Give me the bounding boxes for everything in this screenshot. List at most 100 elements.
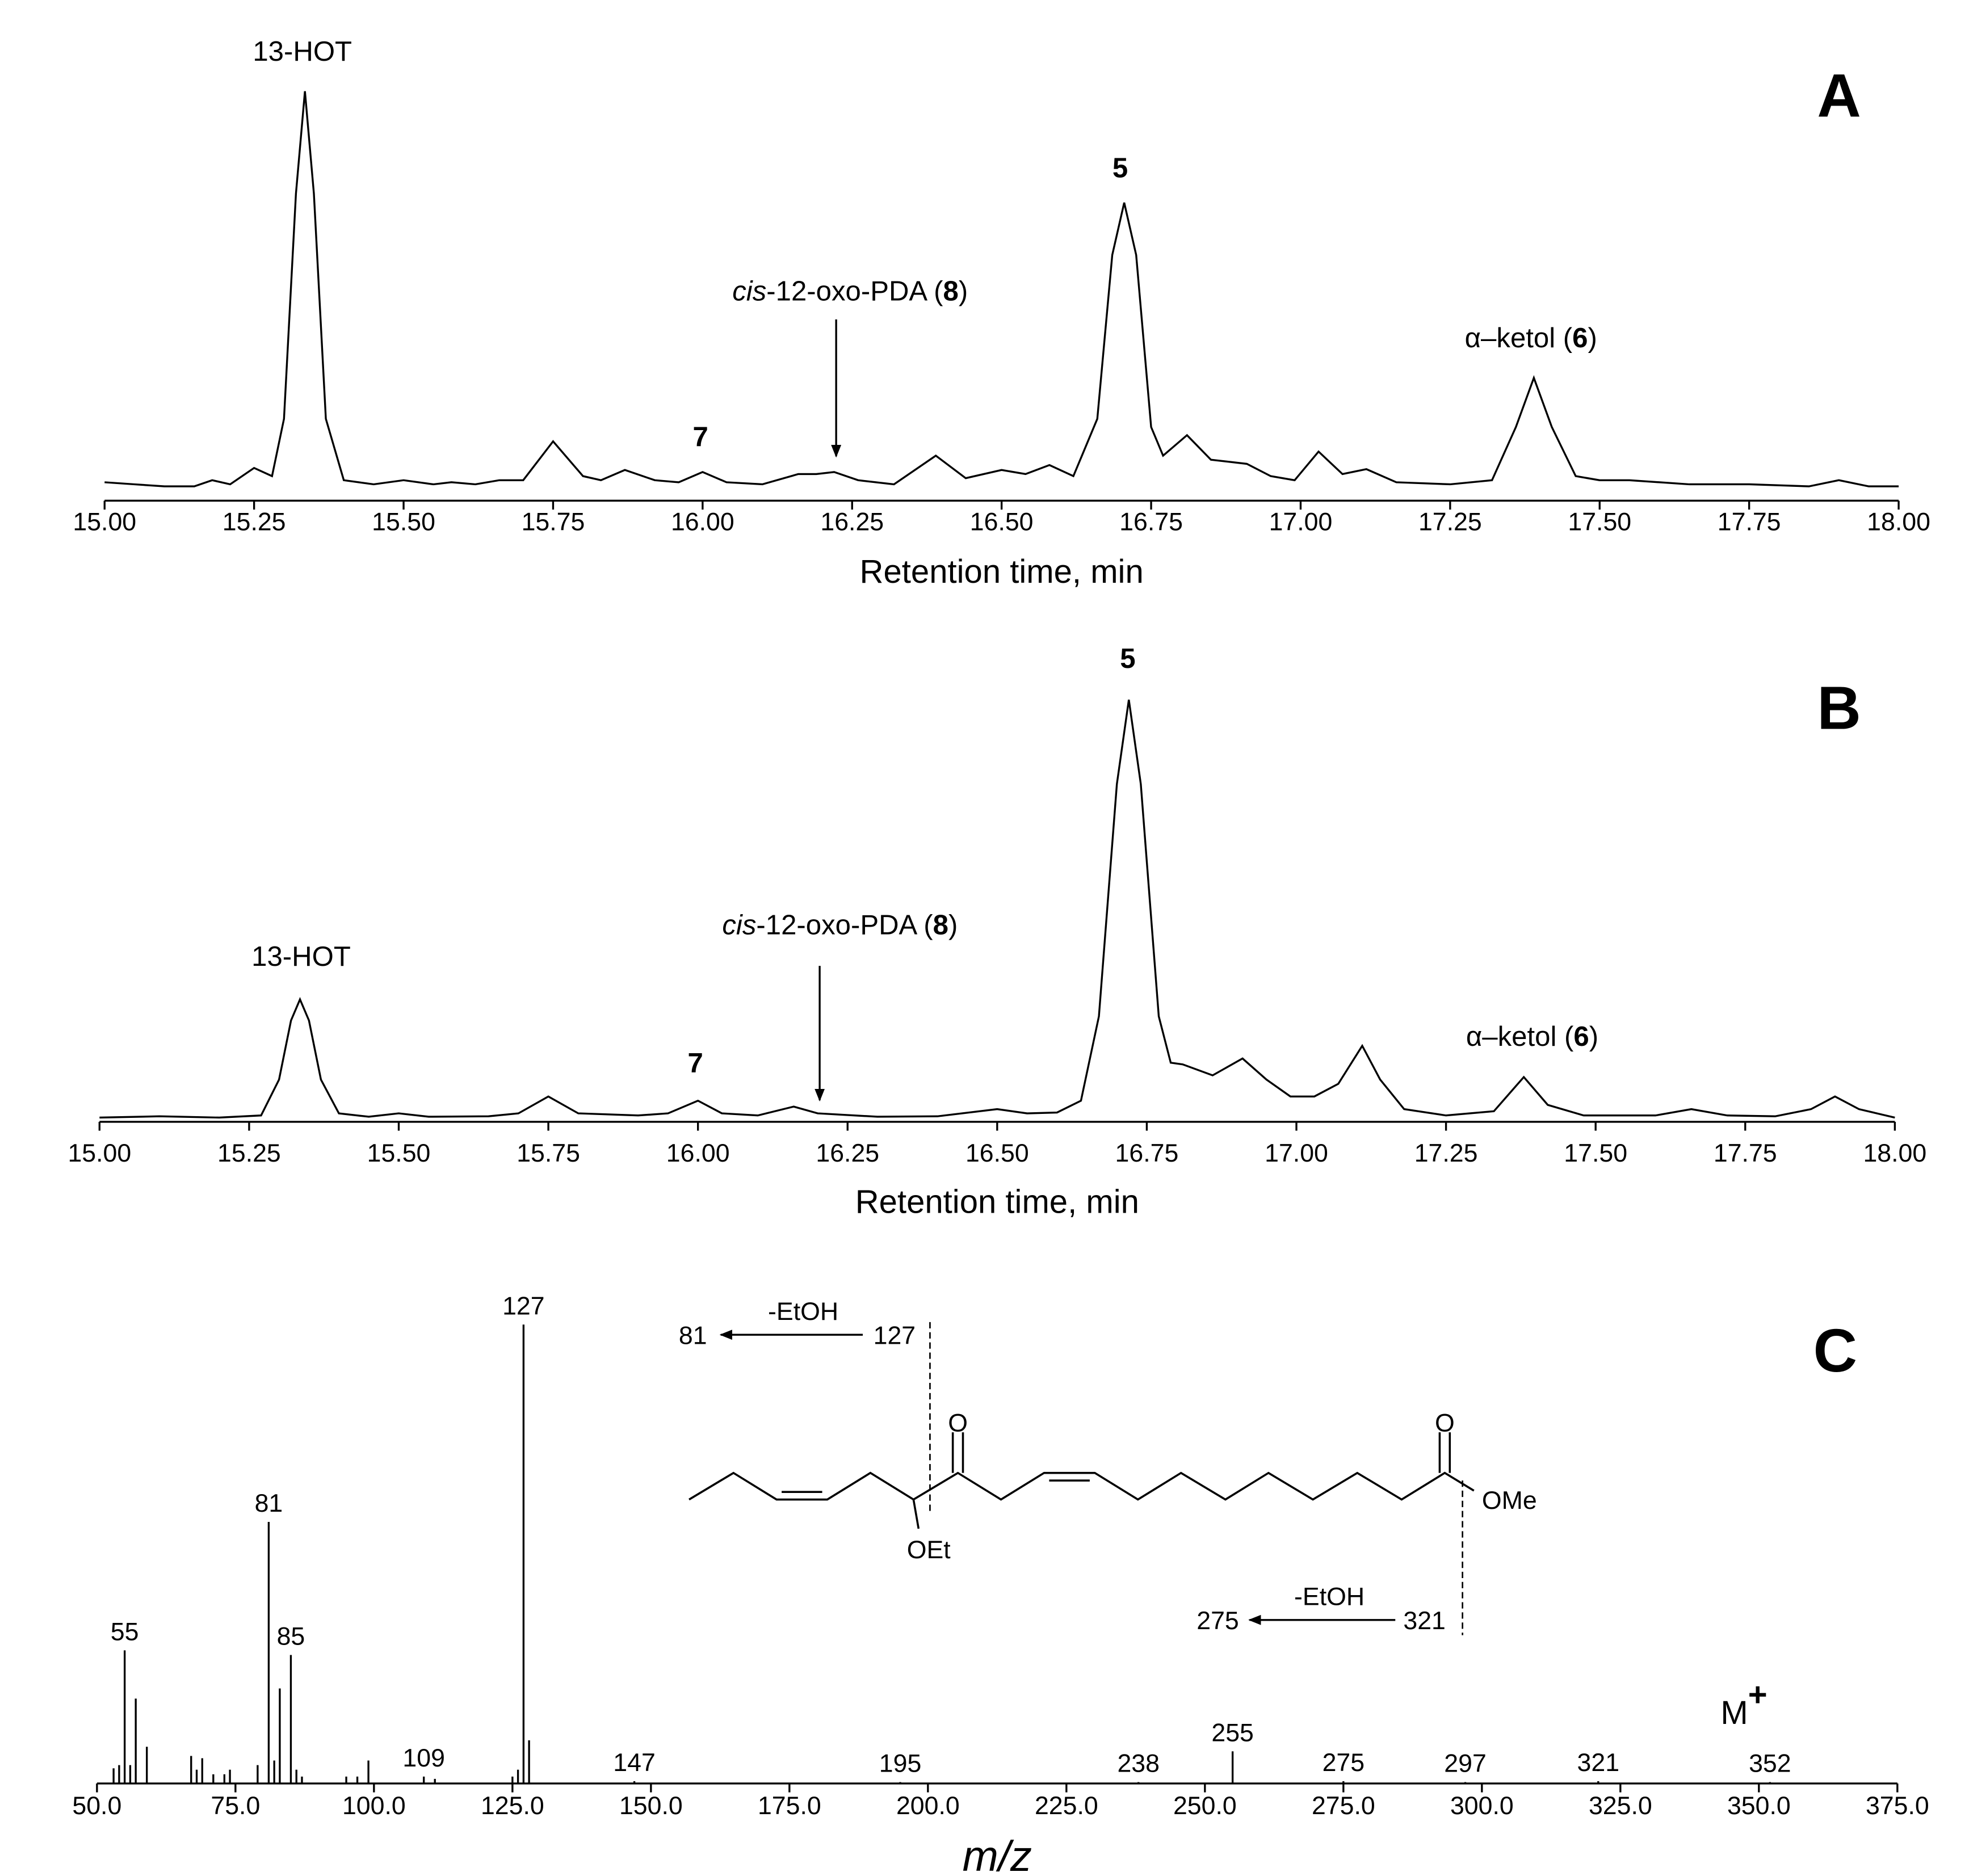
peak-label: 109 [402, 1744, 445, 1772]
peak-label: 147 [613, 1749, 656, 1777]
annotation-part: 13-HOT [251, 941, 351, 972]
peak-label: 352 [1749, 1750, 1791, 1778]
atom-label: O [948, 1410, 968, 1437]
x-tick-label: 18.00 [1863, 1139, 1926, 1167]
x-tick-label: 15.50 [367, 1139, 431, 1167]
peak-label: 238 [1117, 1750, 1160, 1778]
panel-label: A [1817, 62, 1861, 130]
x-tick-label: 17.75 [1718, 508, 1781, 536]
x-tick-label: 17.75 [1714, 1139, 1777, 1167]
x-tick-label: 75.0 [211, 1792, 260, 1820]
x-tick-label: 100.0 [342, 1792, 406, 1820]
x-tick-label: 16.50 [970, 508, 1034, 536]
peak-label: 195 [879, 1750, 922, 1778]
panel-label: C [1813, 1316, 1857, 1385]
x-tick-label: 275.0 [1312, 1792, 1375, 1820]
x-tick-label: 16.75 [1115, 1139, 1179, 1167]
x-tick-label: 15.00 [68, 1139, 131, 1167]
annotation-part: 13-HOT [253, 36, 352, 67]
annotation-part: α–ketol ( [1466, 1021, 1574, 1052]
molecule-skeleton [688, 1322, 1475, 1635]
x-tick-label: 15.75 [522, 508, 585, 536]
x-tick-label: 225.0 [1035, 1792, 1098, 1820]
x-axis-title: m/z [963, 1832, 1032, 1876]
x-tick-label: 250.0 [1173, 1792, 1237, 1820]
panel-label: B [1817, 674, 1861, 742]
x-tick-label: 16.25 [820, 508, 884, 536]
annotation-part: ) [959, 276, 968, 306]
atom-label: OEt [907, 1536, 951, 1564]
x-tick-label: 125.0 [481, 1792, 544, 1820]
annotation-part: + [1748, 1676, 1768, 1713]
peak-label: 85 [277, 1623, 305, 1651]
annotation: cis-12-oxo-PDA (8) [732, 276, 968, 306]
x-tick-label: 200.0 [896, 1792, 960, 1820]
x-tick-label: 17.00 [1265, 1139, 1328, 1167]
fragment-parent: 321 [1403, 1607, 1446, 1635]
atom-label: OMe [1482, 1487, 1537, 1515]
annotation-part: 7 [692, 422, 708, 452]
annotation-part: 8 [933, 910, 948, 940]
x-tick-label: 17.25 [1414, 1139, 1478, 1167]
x-tick-label: 16.75 [1119, 508, 1183, 536]
x-tick-label: 375.0 [1866, 1792, 1929, 1820]
x-tick-label: 15.50 [372, 508, 435, 536]
annotation-part: 5 [1120, 643, 1135, 674]
annotation: 7 [688, 1048, 703, 1079]
annotation-part: 8 [943, 276, 959, 306]
annotation: 13-HOT [251, 941, 351, 972]
x-tick-label: 17.50 [1568, 508, 1631, 536]
peak-label: 55 [111, 1618, 139, 1646]
x-tick-label: 15.75 [517, 1139, 580, 1167]
peak-label: 81 [255, 1490, 283, 1517]
x-tick-label: 15.25 [217, 1139, 281, 1167]
annotation-part: ) [1588, 323, 1597, 354]
fragment-product: 81 [679, 1322, 707, 1349]
annotation-part: ) [948, 910, 958, 940]
x-tick-label: 50.0 [72, 1792, 121, 1820]
atom-label: O [1435, 1410, 1455, 1437]
x-tick-label: 16.50 [965, 1139, 1029, 1167]
annotation: α–ketol (6) [1466, 1021, 1598, 1052]
annotation: 13-HOT [253, 36, 352, 67]
annotation: α–ketol (6) [1465, 323, 1597, 354]
annotation-part: ) [1589, 1021, 1598, 1052]
x-tick-label: 150.0 [619, 1792, 683, 1820]
annotation-part: 5 [1112, 153, 1128, 184]
peak-label: 297 [1444, 1750, 1487, 1778]
x-tick-label: 16.00 [671, 508, 734, 536]
x-tick-label: 17.50 [1564, 1139, 1627, 1167]
trace [104, 91, 1899, 487]
x-tick-label: 16.25 [816, 1139, 879, 1167]
annotation-part: -12-oxo-PDA ( [756, 910, 933, 940]
x-axis-title: Retention time, min [860, 553, 1144, 590]
annotation: 7 [692, 422, 708, 452]
fragment-loss: -EtOH [1294, 1583, 1365, 1611]
fragment-product: 275 [1196, 1607, 1239, 1635]
x-tick-label: 18.00 [1867, 508, 1930, 536]
peak-label: 321 [1577, 1749, 1620, 1777]
x-tick-label: 17.25 [1418, 508, 1482, 536]
annotation-part: 6 [1572, 323, 1588, 354]
x-tick-label: 15.00 [73, 508, 136, 536]
peak-label: 127 [502, 1292, 545, 1320]
annotation-part: M [1720, 1694, 1748, 1731]
peak-label: 255 [1211, 1719, 1254, 1747]
trace [99, 699, 1895, 1119]
annotation-part: cis [722, 910, 756, 940]
x-tick-label: 325.0 [1589, 1792, 1652, 1820]
fragment-loss: -EtOH [768, 1298, 838, 1326]
x-axis-title: Retention time, min [855, 1183, 1139, 1220]
annotation: cis-12-oxo-PDA (8) [722, 910, 958, 940]
annotation-part: 6 [1573, 1021, 1589, 1052]
peak-label: 275 [1323, 1749, 1365, 1777]
annotation-part: -12-oxo-PDA ( [766, 276, 943, 306]
x-tick-label: 17.00 [1269, 508, 1333, 536]
x-tick-label: 175.0 [758, 1792, 821, 1820]
x-tick-label: 16.00 [666, 1139, 730, 1167]
annotation: 5 [1112, 153, 1128, 184]
annotation: 5 [1120, 643, 1135, 674]
x-tick-label: 15.25 [222, 508, 286, 536]
fragment-parent: 127 [874, 1322, 916, 1349]
